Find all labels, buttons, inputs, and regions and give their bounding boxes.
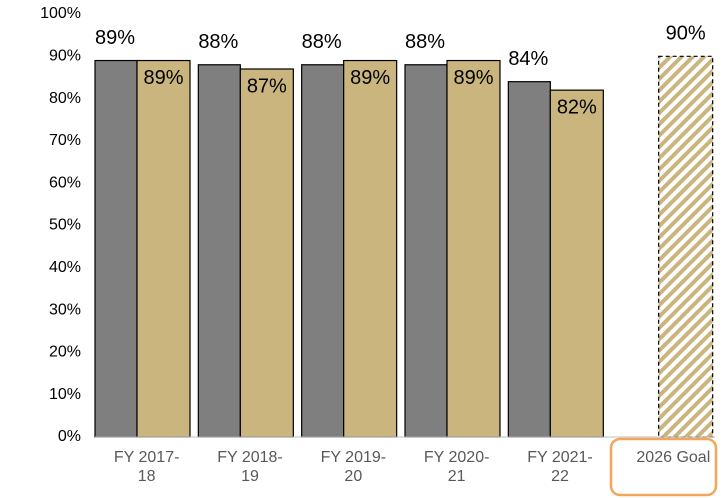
y-tick-label: 0%	[58, 428, 81, 445]
y-tick-label: 30%	[49, 301, 81, 318]
bar	[446, 59, 501, 438]
y-tick-label: 40%	[49, 259, 81, 276]
data-label: 88%	[405, 31, 445, 53]
bar	[239, 68, 294, 438]
bar	[197, 64, 241, 438]
bar	[549, 89, 604, 438]
x-tick-label: FY 2017-18	[113, 449, 180, 485]
x-tick-label: FY 2021-22	[527, 449, 593, 485]
bar	[136, 59, 191, 438]
x-tick-label: 2026 Goal	[636, 449, 711, 466]
y-tick-label: 80%	[49, 90, 81, 107]
data-label: 89%	[453, 67, 493, 89]
y-tick-label: 70%	[49, 132, 81, 149]
bar	[658, 55, 714, 438]
y-tick-label: 10%	[49, 386, 81, 403]
data-label: 88%	[198, 31, 238, 53]
y-tick-label: 50%	[49, 217, 81, 234]
highlight-box	[609, 437, 718, 497]
data-label: 88%	[302, 31, 342, 53]
bar	[301, 64, 345, 438]
x-tick-label: FY 2019-20	[320, 449, 387, 485]
x-tick-label: FY 2020-21	[423, 449, 490, 485]
y-tick-label: 60%	[49, 174, 81, 191]
data-label: 84%	[508, 48, 548, 70]
data-label: 89%	[143, 67, 183, 89]
data-label: 87%	[247, 75, 287, 97]
y-tick-label: 20%	[49, 344, 81, 361]
bar	[507, 81, 551, 438]
x-tick-label: FY 2018-19	[217, 449, 283, 485]
bar	[343, 59, 398, 438]
y-tick-label: 100%	[40, 5, 81, 22]
data-label: 89%	[95, 27, 135, 49]
bar	[404, 64, 448, 438]
y-tick-label: 90%	[49, 48, 81, 65]
data-label: 89%	[350, 67, 390, 89]
data-label: 90%	[666, 23, 706, 45]
bar	[94, 59, 138, 438]
data-label: 82%	[557, 96, 597, 118]
